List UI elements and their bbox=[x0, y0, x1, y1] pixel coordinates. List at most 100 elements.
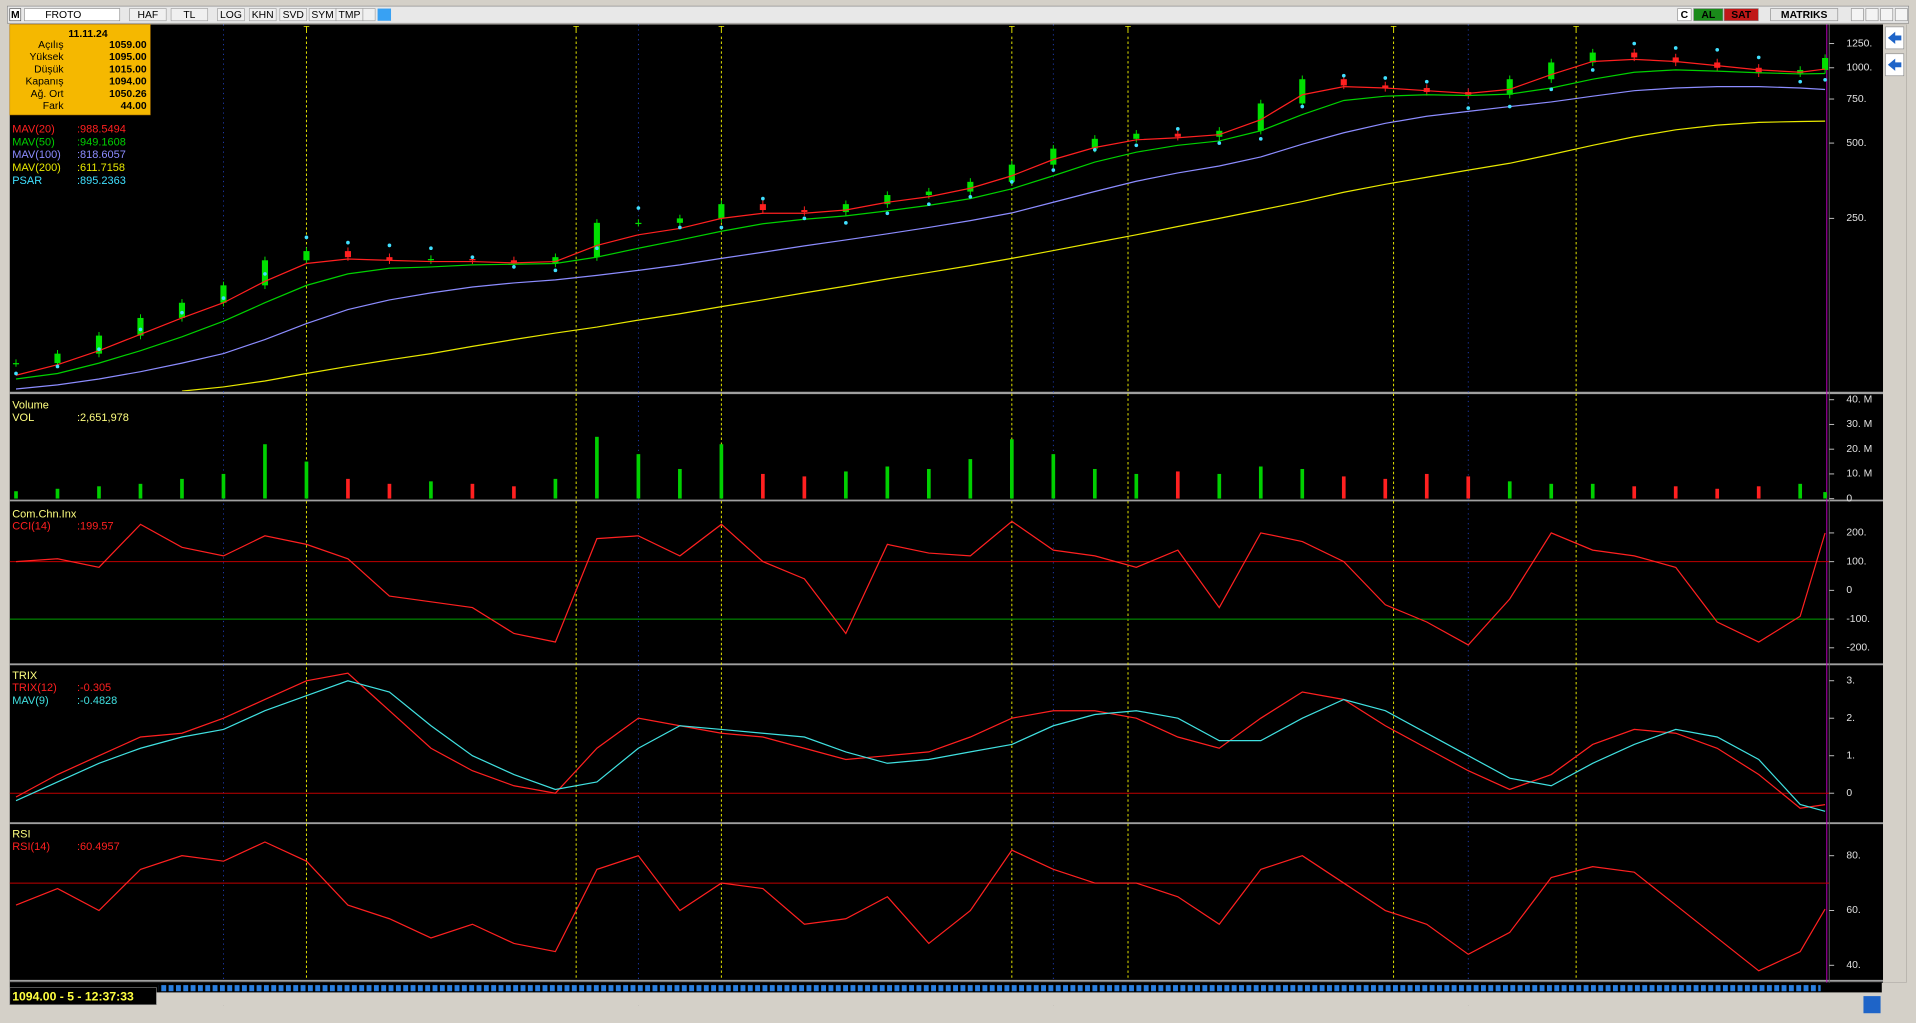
psar-dot bbox=[802, 216, 807, 221]
refresh-button[interactable] bbox=[1863, 996, 1881, 1014]
toolbar-right-button[interactable] bbox=[1693, 8, 1724, 22]
toolbar-button-label: SVD bbox=[283, 10, 304, 21]
legend-name: VOL bbox=[12, 412, 34, 424]
candle-body bbox=[1257, 103, 1264, 131]
toolbar-button[interactable] bbox=[129, 8, 167, 22]
volume-bar bbox=[180, 478, 184, 499]
volume-bar bbox=[927, 468, 931, 499]
series-line bbox=[15, 86, 1826, 390]
volume-bar bbox=[968, 459, 973, 499]
side-strip bbox=[1883, 24, 1907, 983]
toolbar-button-label: HAF bbox=[137, 10, 158, 21]
y-tick-label: 0 bbox=[1846, 493, 1852, 504]
volume-bar bbox=[678, 468, 682, 499]
info-date: 11.11.24 bbox=[68, 29, 107, 40]
toolbar-button[interactable] bbox=[217, 8, 245, 22]
legend-value: :988.5494 bbox=[77, 123, 126, 135]
volume-bar bbox=[1341, 476, 1346, 499]
toolbar-right-button[interactable] bbox=[1677, 8, 1692, 22]
psar-dot bbox=[844, 220, 848, 225]
candle-body bbox=[344, 251, 351, 258]
window-control[interactable] bbox=[1880, 8, 1894, 22]
candle-body bbox=[1423, 88, 1430, 93]
psar-dot bbox=[221, 296, 226, 300]
legend-value: :895.2363 bbox=[77, 175, 126, 187]
window-control[interactable] bbox=[1850, 8, 1864, 22]
info-value: 1050.26 bbox=[109, 89, 147, 100]
psar-dot bbox=[429, 246, 433, 251]
series-line bbox=[15, 672, 1826, 809]
volume-bar bbox=[761, 473, 765, 499]
psar-dot bbox=[1715, 47, 1720, 52]
toolbar-button-label: KHN bbox=[252, 10, 274, 21]
psar-dot bbox=[263, 272, 267, 276]
toolbar-right-label: C bbox=[1681, 10, 1689, 21]
candle-body bbox=[510, 260, 517, 264]
toolbar-right-label: AL bbox=[1701, 10, 1715, 21]
candle-body bbox=[386, 257, 393, 261]
panel-title: TRIX bbox=[12, 670, 38, 682]
event-marker-label: T bbox=[718, 25, 724, 36]
info-box bbox=[9, 24, 151, 116]
series-line bbox=[181, 120, 1826, 392]
volume-bar bbox=[512, 486, 516, 499]
legend-name: CCI(14) bbox=[12, 521, 50, 533]
event-marker-label: T bbox=[303, 25, 309, 36]
dropdown[interactable] bbox=[362, 8, 376, 22]
y-tick-label: 10. M bbox=[1846, 469, 1872, 480]
psar-dot bbox=[885, 211, 890, 216]
candle-body bbox=[1050, 148, 1057, 165]
candle-body bbox=[1548, 62, 1555, 80]
y-tick-label: -100. bbox=[1846, 614, 1870, 625]
psar-dot bbox=[553, 268, 558, 273]
toolbar-right-button[interactable] bbox=[1770, 8, 1839, 22]
volume-bar bbox=[221, 473, 226, 499]
volume-bar bbox=[1134, 473, 1139, 499]
window-control[interactable] bbox=[1865, 8, 1879, 22]
candle-body bbox=[427, 259, 434, 261]
psar-dot bbox=[636, 206, 641, 210]
panel-title: Volume bbox=[12, 400, 49, 412]
psar-dot bbox=[1092, 147, 1097, 152]
volume-bar bbox=[1549, 483, 1554, 499]
psar-dot bbox=[138, 327, 143, 332]
psar-dot bbox=[1549, 87, 1554, 92]
legend-name: MAV(9) bbox=[12, 695, 48, 707]
toolbar-button[interactable] bbox=[170, 8, 209, 22]
candle-body bbox=[1091, 138, 1098, 149]
y-tick-label: 0 bbox=[1846, 585, 1852, 596]
candle-body bbox=[54, 353, 61, 364]
volume-bar bbox=[263, 444, 267, 499]
y-tick-label: 500. bbox=[1846, 138, 1866, 149]
y-tick-label: 1000. bbox=[1846, 63, 1872, 74]
twitter-icon[interactable] bbox=[377, 8, 392, 21]
candle-body bbox=[469, 259, 476, 261]
y-tick-label: -200. bbox=[1846, 643, 1870, 654]
info-label: Düşük bbox=[34, 64, 64, 75]
info-label: Yüksek bbox=[30, 52, 65, 63]
legend-value: :-0.305 bbox=[77, 682, 111, 694]
panel bbox=[9, 672, 1830, 812]
psar-dot bbox=[1507, 104, 1512, 109]
toolbar-button[interactable] bbox=[248, 8, 277, 22]
y-tick-label: 40. bbox=[1846, 960, 1860, 971]
volume-bar bbox=[1466, 476, 1471, 499]
series-line bbox=[15, 680, 1826, 812]
y-tick-label: 1250. bbox=[1846, 38, 1872, 49]
symbol-icon[interactable] bbox=[9, 8, 22, 22]
toolbar-button[interactable] bbox=[279, 8, 308, 22]
volume-bar bbox=[1175, 471, 1180, 499]
psar-dot bbox=[1673, 46, 1678, 50]
psar-dot bbox=[1798, 79, 1803, 84]
window-control[interactable] bbox=[1894, 8, 1908, 22]
candle-body bbox=[635, 222, 642, 225]
symbol-field[interactable] bbox=[24, 8, 121, 22]
psar-dot bbox=[1383, 76, 1388, 80]
psar-dot bbox=[968, 194, 973, 199]
toolbar-right-button[interactable] bbox=[1723, 8, 1759, 22]
volume-bar bbox=[304, 461, 309, 499]
series-line bbox=[15, 58, 1826, 376]
volume-bar bbox=[1673, 486, 1678, 499]
event-marker-label: T bbox=[573, 25, 579, 36]
